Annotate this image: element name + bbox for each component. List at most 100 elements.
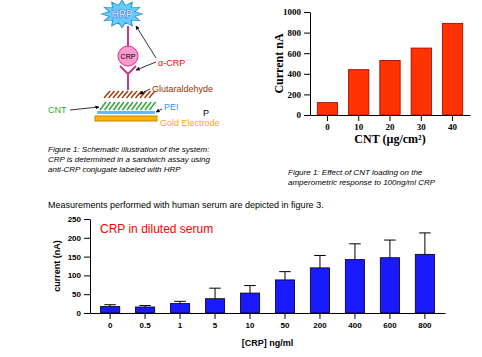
error-cap xyxy=(104,304,116,305)
x-tick: 200 xyxy=(313,313,327,330)
error-line xyxy=(319,255,320,267)
crp-circle xyxy=(118,46,138,66)
y-tick-mark xyxy=(84,275,90,276)
chart: 02004006008001000010203040Current nACNT … xyxy=(272,7,471,146)
x-tick-mark xyxy=(284,313,285,319)
error-bar xyxy=(314,255,326,267)
bar xyxy=(135,307,154,313)
antibody-label: α-CRP xyxy=(158,58,185,68)
y-tick-label: 100 xyxy=(68,271,82,280)
x-tick-mark xyxy=(358,115,359,121)
error-line xyxy=(215,288,216,299)
x-tick-label: 0 xyxy=(108,321,113,330)
bar xyxy=(240,293,259,313)
glutaraldehyde-layer xyxy=(104,91,155,98)
antibody-arm xyxy=(120,66,128,74)
error-cap xyxy=(139,305,151,306)
bar xyxy=(349,70,369,115)
y-axis: 0 200 400 600 800 1000 xyxy=(283,7,311,120)
cnt-layer xyxy=(100,102,156,110)
error-bar xyxy=(139,305,151,307)
x-tick-mark xyxy=(452,115,453,121)
x-tick-mark xyxy=(327,115,328,121)
y-tick-mark xyxy=(84,257,90,258)
x-tick-mark xyxy=(180,313,181,319)
x-tick: 10 xyxy=(354,115,364,132)
error-cap xyxy=(419,232,431,233)
antibody-stem xyxy=(127,74,129,90)
crp-label: CRP xyxy=(121,53,136,60)
bar xyxy=(275,280,294,313)
error-cap xyxy=(349,243,361,244)
x-tick-mark xyxy=(110,313,111,319)
x-tick: 50 xyxy=(281,313,290,330)
chart-title: CRP in diluted serum xyxy=(100,222,213,236)
bar xyxy=(170,304,189,313)
y-tick-mark xyxy=(304,12,310,13)
y-tick-label: 800 xyxy=(288,28,302,38)
y-tick: 1000 xyxy=(283,7,310,17)
caption-line: anti-CRP conjugate labeled with HRP xyxy=(48,165,181,174)
x-tick-label: 600 xyxy=(383,321,397,330)
x-tick: 30 xyxy=(417,115,427,132)
y-tick: 100 xyxy=(68,271,90,280)
y-axis-line xyxy=(310,13,311,116)
bar xyxy=(380,60,400,115)
bar xyxy=(317,103,337,115)
y-tick-label: 0 xyxy=(77,309,82,318)
x-tick: 400 xyxy=(348,313,362,330)
x-axis-title: CNT (µg/cm²) xyxy=(354,132,425,146)
plot-area xyxy=(100,233,434,313)
error-line xyxy=(424,233,425,254)
arrow xyxy=(140,89,150,94)
y-tick-mark xyxy=(304,74,310,75)
x-tick: 10 xyxy=(246,313,255,330)
y-tick-label: 400 xyxy=(288,69,302,79)
y-tick-label: 600 xyxy=(288,49,302,59)
bar xyxy=(100,307,119,313)
bar xyxy=(415,254,434,313)
x-tick-label: 10 xyxy=(354,122,364,132)
y-tick: 200 xyxy=(288,90,311,100)
conjugate-link xyxy=(127,26,129,46)
error-bar xyxy=(174,301,186,303)
error-bar xyxy=(104,305,116,307)
y-axis-title: Current nA xyxy=(272,33,286,93)
y-tick: 600 xyxy=(288,49,311,59)
x-tick: 0.5 xyxy=(140,313,152,330)
x-tick-mark xyxy=(390,115,391,121)
error-bar xyxy=(209,288,221,299)
body-text: Measurements performed with human serum … xyxy=(48,200,324,210)
x-tick: 800 xyxy=(418,313,432,330)
error-line xyxy=(250,286,251,294)
chart: 05010015020025000.5151050200400600800cur… xyxy=(52,215,446,348)
x-tick-label: 800 xyxy=(418,321,432,330)
caption-line: Figure 1: Effect of CNT loading on the xyxy=(288,168,423,177)
x-axis-line xyxy=(91,313,446,314)
y-tick: 0 xyxy=(77,309,90,318)
y-tick-label: 250 xyxy=(68,215,82,224)
error-bar xyxy=(419,233,431,254)
bar xyxy=(380,258,399,313)
error-line xyxy=(284,272,285,280)
x-tick: 1 xyxy=(178,313,183,330)
bar xyxy=(205,299,224,313)
y-tick-label: 200 xyxy=(68,234,82,243)
x-tick-label: 50 xyxy=(281,321,290,330)
x-tick-label: 10 xyxy=(246,321,255,330)
error-cap xyxy=(209,288,221,289)
x-tick-mark xyxy=(424,313,425,319)
error-bar xyxy=(384,240,396,258)
schematic: HRPCRPα-CRPGlutaraldehydeCNTPEIPGold Ele… xyxy=(48,0,220,174)
x-tick-label: 40 xyxy=(448,122,458,132)
error-cap xyxy=(384,240,396,241)
x-tick-label: 0.5 xyxy=(140,321,152,330)
x-axis-title: [CRP] ng/ml xyxy=(242,338,294,348)
caption-line: Figure 1: Schematic illustration of the … xyxy=(48,145,209,154)
y-axis-line xyxy=(90,220,91,314)
y-tick: 200 xyxy=(68,234,90,243)
p-label: P xyxy=(203,108,209,118)
y-tick: 0 xyxy=(297,110,311,120)
arrow xyxy=(136,26,156,58)
x-tick-label: 200 xyxy=(313,321,327,330)
